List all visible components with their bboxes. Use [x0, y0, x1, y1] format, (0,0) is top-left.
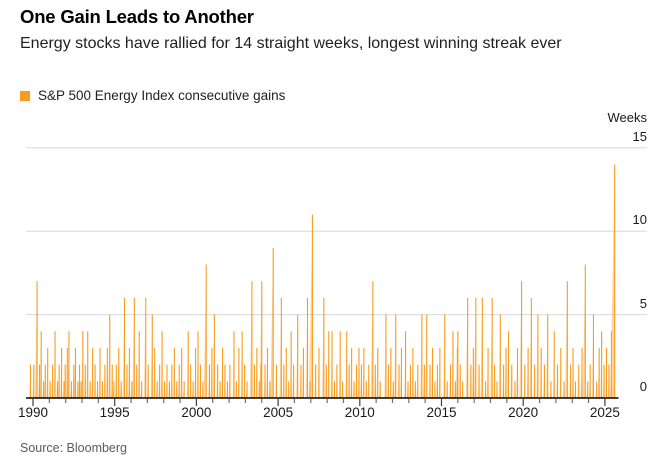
y-axis-tick-label: 5: [639, 295, 647, 311]
source-note: Source: Bloomberg: [20, 441, 128, 455]
x-axis-tick-label: 2025: [589, 405, 620, 420]
x-axis-tick-label: 2010: [344, 405, 375, 420]
legend-label: S&P 500 Energy Index consecutive gains: [38, 88, 286, 103]
legend: S&P 500 Energy Index consecutive gains: [20, 88, 285, 103]
x-axis-tick-label: 2020: [508, 405, 539, 420]
y-axis-tick-label: 15: [632, 128, 647, 144]
legend-swatch-icon: [20, 90, 30, 101]
y-axis-tick-label: 0: [639, 379, 647, 394]
chart-title: One Gain Leads to Another: [20, 6, 254, 27]
x-axis-tick-label: 2015: [426, 405, 457, 420]
x-axis-tick-label: 1995: [99, 405, 130, 420]
chart-subtitle: Energy stocks have rallied for 14 straig…: [20, 35, 562, 52]
y-axis-tick-label: 10: [632, 212, 647, 228]
y-axis-unit-label: Weeks: [607, 110, 648, 125]
x-axis-tick-label: 2005: [263, 405, 294, 420]
x-axis-tick-label: 2000: [181, 405, 212, 420]
x-axis-tick-label: 1990: [17, 405, 49, 420]
